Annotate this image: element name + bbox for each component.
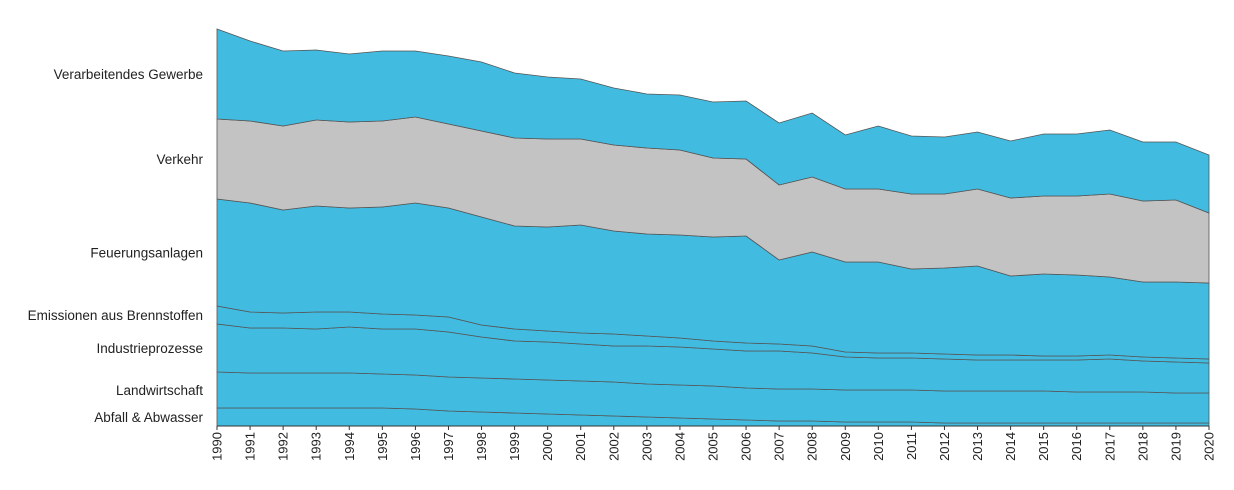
x-tick-label: 2000 [540,432,555,461]
x-tick-label: 2009 [838,432,853,461]
x-tick-label: 2006 [739,432,754,461]
x-tick-label: 2004 [672,432,687,461]
label-abfall-abwasser: Abfall & Abwasser [94,410,203,425]
x-tick-label: 2018 [1135,432,1150,461]
x-tick-label: 1994 [342,432,357,461]
x-tick-label: 2011 [904,432,919,460]
x-tick-label: 2014 [1003,432,1018,461]
x-tick-label: 1996 [408,432,423,461]
label-feuerungsanlagen: Feuerungsanlagen [90,246,203,261]
x-tick-label: 2016 [1069,432,1084,461]
x-tick-label: 2001 [573,432,588,461]
x-tick-label: 2005 [706,432,721,461]
label-industrieprozesse: Industrieprozesse [96,341,203,356]
x-tick-label: 2019 [1168,432,1183,461]
x-tick-label: 2008 [805,432,820,461]
label-verkehr: Verkehr [156,152,203,167]
x-tick-label: 1999 [507,432,522,461]
label-landwirtschaft: Landwirtschaft [116,383,203,398]
x-tick-label: 2003 [639,432,654,461]
x-tick-label: 2007 [772,432,787,461]
x-tick-label: 2012 [937,432,952,461]
x-tick-label: 1990 [210,432,225,461]
x-tick-label: 2020 [1202,432,1217,461]
x-tick-label: 2017 [1102,432,1117,461]
x-tick-label: 2013 [970,432,985,461]
x-tick-label: 2015 [1036,432,1051,461]
x-tick-label: 1993 [309,432,324,461]
category-labels: Abfall & Abwasser Landwirtschaft Industrie… [28,67,204,425]
label-emissionen-aus-brennstoffen: Emissionen aus Brennstoffen [28,308,203,323]
x-tick-label: 1995 [375,432,390,461]
x-tick-label: 2002 [606,432,621,461]
x-tick-label: 1998 [474,432,489,461]
label-verarbeitendes-gewerbe: Verarbeitendes Gewerbe [54,67,203,82]
x-tick-label: 1997 [441,432,456,461]
x-tick-label: 1992 [276,432,291,461]
x-tick-label: 2010 [871,432,886,461]
area-layers [216,28,1210,427]
area-verarbeitendes-gewerbe [216,28,1210,214]
x-tick-label: 1991 [243,432,258,461]
year-ticks: 1990 1991 1992 1993 1994 1995 1996 1997 1998 1999… [210,426,1217,461]
